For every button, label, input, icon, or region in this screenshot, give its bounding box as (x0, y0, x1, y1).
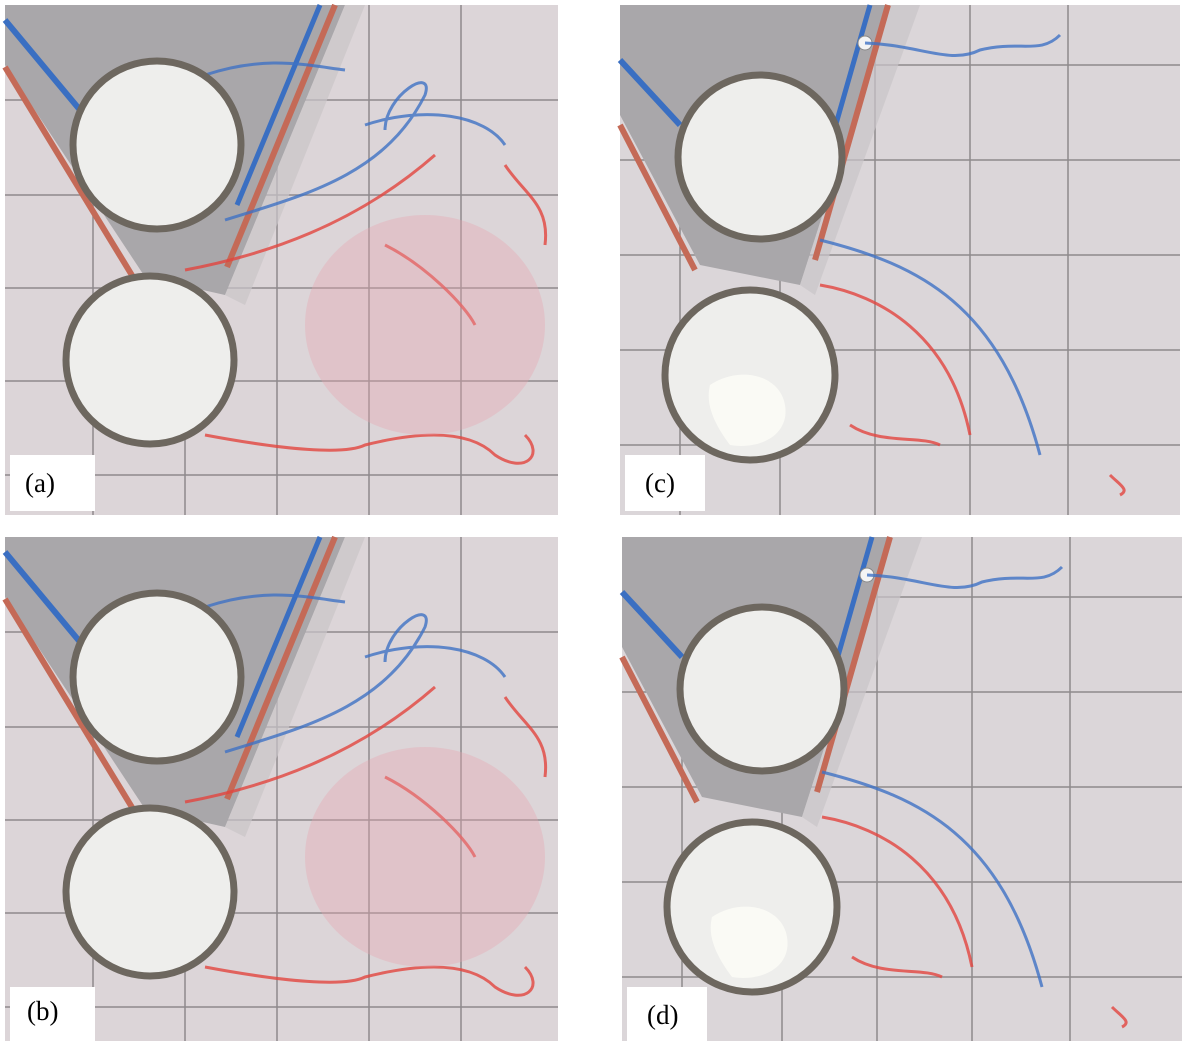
panel-d: (d) (622, 537, 1182, 1041)
photo (622, 537, 1182, 1041)
panel-label: (d) (647, 1000, 678, 1030)
panel-label: (b) (27, 996, 58, 1026)
photo (5, 5, 558, 515)
panel-a: (a) (5, 5, 558, 515)
panel-label: (c) (645, 468, 675, 498)
panel-b: (b) (5, 537, 558, 1041)
panel-label: (a) (25, 468, 55, 498)
photo (620, 5, 1180, 515)
photo (5, 537, 558, 1041)
figure: (a) (b) (c) (d) (0, 0, 1185, 1041)
panel-c: (c) (620, 5, 1180, 515)
